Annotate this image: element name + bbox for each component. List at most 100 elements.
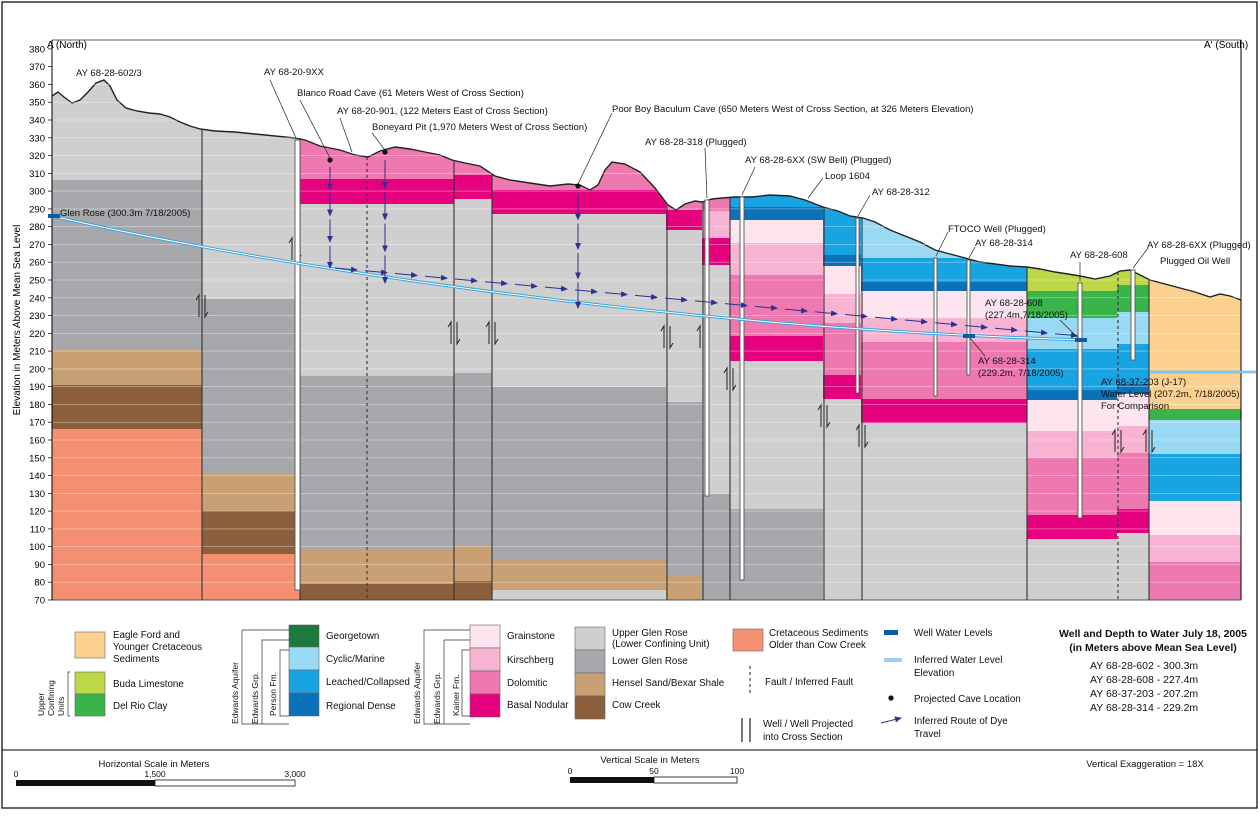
swatch-cow-creek [574,695,606,720]
svg-text:Kainer Fm.: Kainer Fm. [451,674,461,716]
dye-arrow [544,285,568,292]
legend-label: Kirschberg [507,655,554,666]
well-ftoco [933,257,938,397]
y-tick-label: 110 [30,524,45,535]
y-tick-label: 320 [29,151,45,162]
swatch-cyclic [288,646,320,671]
y-tick-label: 190 [29,382,45,393]
y-tick-label: 130 [29,489,45,500]
svg-text:Edwards Grp.: Edwards Grp. [250,672,260,724]
y-tick-label: 100 [29,542,45,553]
dye-arrow [364,269,388,276]
fault-arrow [447,320,461,346]
w608-label-1: AY 68-28-608 [985,298,1043,309]
swatch-dolomitic [469,670,501,695]
y-tick-label: 70 [34,596,45,607]
water-annotations: Glen Rose (300.3m 7/18/2005) AY 68-28-60… [60,208,1240,412]
sky-mask [40,40,1241,300]
dye-arrow [724,302,748,309]
well-label: Boneyard Pit (1,970 Meters West of Cross… [372,122,587,133]
well-label: AY 68-20-9XX [264,67,325,78]
swatch-leached [288,669,320,694]
legend-label: Older than Cow Creek [769,640,866,651]
dye-arrow [484,280,508,287]
depth-table: Well and Depth to Water July 18, 2005 (i… [1059,628,1247,714]
well-68-28-608 [1077,282,1083,519]
depth-row: AY 68-28-314 - 229.2m [1090,702,1198,714]
fault-arrow [485,320,499,346]
fault-arrow [723,366,737,392]
svg-text:Upper: Upper [36,693,46,716]
h-scale-tick: 1,500 [144,769,166,779]
upper-confining-label: Upper Confining Units [36,680,66,716]
water-marker-608 [1075,338,1087,342]
water-marker-602 [48,214,60,218]
label-leaders [269,79,1149,357]
y-tick-label: 260 [29,258,45,269]
dye-arrow [694,299,718,306]
swatch-del-rio [74,693,106,717]
legend-label: Inferred Water Level [914,655,1002,666]
legend-label: Well / Well Projected [763,719,853,730]
edwards-brackets-1: Edwards Aquifer Edwards Grp. Person Fm. [230,662,278,724]
y-tick-label: 80 [34,578,45,589]
dye-arrow [754,304,778,311]
swatch-regional [288,692,320,717]
svg-text:Confining: Confining [46,680,56,716]
swatch-grainstone [469,624,501,649]
legend-label: (Lower Confining Unit) [612,639,709,650]
fault-arrow [1142,428,1156,454]
y-tick-label: 360 [29,80,45,91]
well-68-28-6xx-swbell [739,196,745,581]
dye-arrow [1054,332,1078,339]
swatch-eagle-ford [74,631,106,659]
y-tick-label: 160 [29,436,45,447]
dye-arrow [874,315,898,322]
dye-arrow [604,291,628,298]
y-tick-label: 290 [29,204,45,215]
swatch-older [732,628,764,652]
dye-arrow [964,323,988,330]
section-right-end: A' (South) [1204,40,1248,51]
fault-arrow [817,403,831,429]
inferred-water-level-inner [51,215,1083,341]
y-tick-label: 220 [29,329,45,340]
svg-text:Units: Units [56,697,66,716]
vertical-exaggeration: Vertical Exaggeration = 18X [1086,759,1204,770]
y-tick-label: 330 [29,133,45,144]
y-tick-label: 300 [29,187,45,198]
h-scale-tick: 0 [14,769,19,779]
legend-water-marker [884,630,898,635]
swatch-buda [74,671,106,695]
well-label: AY 68-28-602/3 [76,68,142,79]
block-a [52,40,204,600]
y-tick-label: 210 [29,347,45,358]
legend-dye-symbol [880,716,902,724]
w203-label-1: AY 68-37-203 (J-17) [1101,377,1186,388]
y-tick-label: 200 [29,364,45,375]
dye-arrow [394,271,418,278]
dye-travel [327,160,1078,339]
legend-label: Projected Cave Location [914,694,1021,705]
well-label: AY 68-28-314 [975,238,1033,249]
dye-arrow [574,288,598,295]
swatch-upper-glen-rose [574,626,606,651]
w203-label-3: For Comparison [1101,401,1169,412]
legend-label: Eagle Ford and [113,630,180,641]
well-label: Loop 1604 [825,171,870,182]
legend-label: Georgetown [326,631,379,642]
v-scale-tick: 100 [730,766,744,776]
dye-arrow [814,310,838,317]
svg-text:Person Fm.: Person Fm. [268,672,278,716]
depth-table-subtitle: (in Meters above Mean Sea Level) [1069,642,1236,654]
v-scale-title: Vertical Scale in Meters [600,755,700,766]
dye-arrow [454,277,478,284]
glen-rose-label: Glen Rose (300.3m 7/18/2005) [60,208,190,219]
legend-label: Cretaceous Sediments [769,628,868,639]
h-scale-tick: 3,000 [284,769,306,779]
well-68-28-314 [966,259,971,376]
svg-text:Edwards Aquifer: Edwards Aquifer [412,662,422,724]
well-68-28-6xx [1130,269,1136,361]
